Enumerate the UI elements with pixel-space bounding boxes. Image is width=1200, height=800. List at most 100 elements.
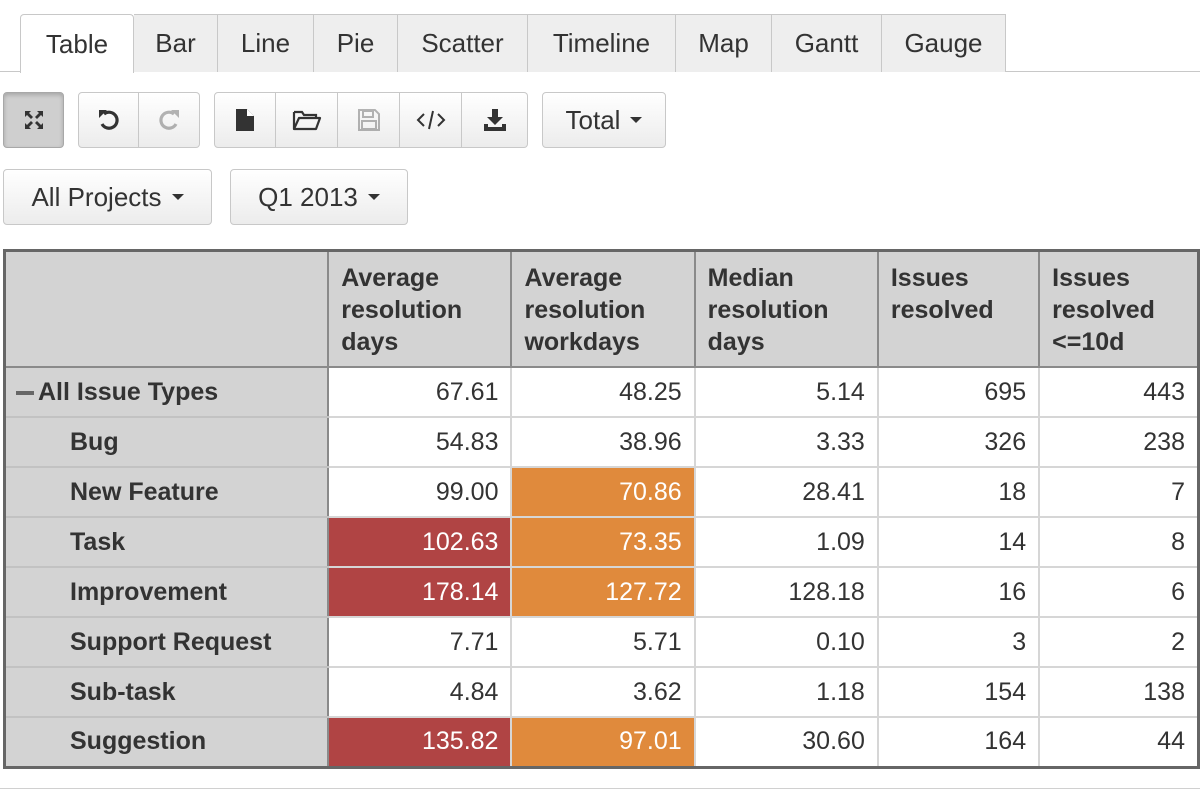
new-file-icon <box>236 109 254 131</box>
report-table: Average resolution days Average resoluti… <box>3 249 1200 769</box>
footer-divider <box>0 788 1200 789</box>
column-header[interactable]: Issues resolved <=10d <box>1038 249 1200 368</box>
table-cell: 128.18 <box>693 566 879 618</box>
code-icon <box>416 110 445 130</box>
table-cell: 102.63 <box>327 516 513 568</box>
tab-gantt[interactable]: Gantt <box>772 14 882 72</box>
total-dropdown[interactable]: Total <box>542 92 666 148</box>
row-header[interactable]: New Feature <box>3 466 330 518</box>
table-cell: 30.60 <box>693 716 879 768</box>
table-cell: 3.62 <box>510 666 696 718</box>
period-filter-label: Q1 2013 <box>258 181 358 212</box>
row-label: Task <box>70 527 126 556</box>
table-cell: 38.96 <box>510 416 696 468</box>
table-row: Task 102.63 73.35 1.09 14 8 <box>3 516 1200 568</box>
table-row: Support Request 7.71 5.71 0.10 3 2 <box>3 616 1200 668</box>
table-cell: 443 <box>1038 366 1200 418</box>
row-header[interactable]: All Issue Types <box>3 366 330 418</box>
table-cell: 8 <box>1038 516 1200 568</box>
table-header-row: Average resolution days Average resoluti… <box>3 249 1200 368</box>
download-icon <box>483 109 506 131</box>
table-cell: 70.86 <box>510 466 696 518</box>
table-cell: 54.83 <box>327 416 513 468</box>
fullscreen-icon <box>24 111 43 129</box>
row-label: Improvement <box>70 577 227 606</box>
table-cell: 18 <box>876 466 1041 518</box>
period-filter-dropdown[interactable]: Q1 2013 <box>230 169 408 225</box>
row-header[interactable]: Task <box>3 516 330 568</box>
table-row: New Feature 99.00 70.86 28.41 18 7 <box>3 466 1200 518</box>
row-label: Support Request <box>70 627 272 656</box>
save-report-button[interactable] <box>338 92 400 148</box>
table-cell: 0.10 <box>693 616 879 668</box>
embed-code-button[interactable] <box>400 92 462 148</box>
tab-line[interactable]: Line <box>218 14 314 72</box>
table-cell: 5.14 <box>693 366 879 418</box>
table-row: Bug 54.83 38.96 3.33 326 238 <box>3 416 1200 468</box>
column-header[interactable]: Average resolution workdays <box>510 249 696 368</box>
table-cell: 154 <box>876 666 1041 718</box>
tab-table[interactable]: Table <box>20 14 134 73</box>
tab-pie[interactable]: Pie <box>314 14 398 72</box>
undo-button[interactable] <box>78 92 139 148</box>
table-cell: 44 <box>1038 716 1200 768</box>
table-cell: 135.82 <box>327 716 513 768</box>
table-cell: 127.72 <box>510 566 696 618</box>
table-cell: 7.71 <box>327 616 513 668</box>
table-cell: 5.71 <box>510 616 696 668</box>
tab-bar[interactable]: Bar <box>134 14 218 72</box>
column-header[interactable]: Median resolution days <box>693 249 879 368</box>
table-cell: 164 <box>876 716 1041 768</box>
table-cell: 2 <box>1038 616 1200 668</box>
row-label: Bug <box>70 427 119 456</box>
column-header[interactable]: Average resolution days <box>327 249 513 368</box>
total-dropdown-label: Total <box>565 104 621 135</box>
export-button[interactable] <box>462 92 528 148</box>
tab-map[interactable]: Map <box>676 14 772 72</box>
collapse-minus-icon[interactable] <box>16 390 34 395</box>
projects-filter-dropdown[interactable]: All Projects <box>3 169 212 225</box>
table-cell: 178.14 <box>327 566 513 618</box>
undo-icon <box>98 110 119 130</box>
open-folder-icon <box>292 110 321 131</box>
redo-icon <box>159 110 179 130</box>
row-label: Suggestion <box>70 727 207 756</box>
column-header[interactable]: Issues resolved <box>876 249 1041 368</box>
table-cell: 695 <box>876 366 1041 418</box>
projects-filter-label: All Projects <box>31 181 162 212</box>
table-row: Suggestion 135.82 97.01 30.60 164 44 <box>3 716 1200 768</box>
table-cell: 67.61 <box>327 366 513 418</box>
table-cell: 238 <box>1038 416 1200 468</box>
new-report-button[interactable] <box>214 92 276 148</box>
table-cell: 6 <box>1038 566 1200 618</box>
row-header[interactable]: Support Request <box>3 616 330 668</box>
table-cell: 7 <box>1038 466 1200 518</box>
row-header[interactable]: Sub-task <box>3 666 330 718</box>
row-label: Sub-task <box>70 677 176 706</box>
table-cell: 99.00 <box>327 466 513 518</box>
row-header[interactable]: Improvement <box>3 566 330 618</box>
tab-timeline[interactable]: Timeline <box>528 14 676 72</box>
table-row: Improvement 178.14 127.72 128.18 16 6 <box>3 566 1200 618</box>
table-cell: 1.18 <box>693 666 879 718</box>
fullscreen-button[interactable] <box>3 92 64 148</box>
tab-gauge[interactable]: Gauge <box>882 14 1006 72</box>
table-cell: 14 <box>876 516 1041 568</box>
chevron-down-icon <box>171 194 184 200</box>
table-row: All Issue Types 67.61 48.25 5.14 695 443 <box>3 366 1200 418</box>
table-cell: 3.33 <box>693 416 879 468</box>
table-cell: 16 <box>876 566 1041 618</box>
redo-button[interactable] <box>139 92 200 148</box>
chevron-down-icon <box>630 117 643 123</box>
table-cell: 3 <box>876 616 1041 668</box>
tab-scatter[interactable]: Scatter <box>398 14 528 72</box>
table-cell: 138 <box>1038 666 1200 718</box>
row-header[interactable]: Suggestion <box>3 716 330 768</box>
row-label: All Issue Types <box>38 377 219 406</box>
chart-type-tabs: Table Bar Line Pie Scatter Timeline Map … <box>0 0 1200 73</box>
save-icon <box>357 109 380 131</box>
table-cell: 48.25 <box>510 366 696 418</box>
row-header[interactable]: Bug <box>3 416 330 468</box>
open-report-button[interactable] <box>276 92 338 148</box>
table-cell: 4.84 <box>327 666 513 718</box>
